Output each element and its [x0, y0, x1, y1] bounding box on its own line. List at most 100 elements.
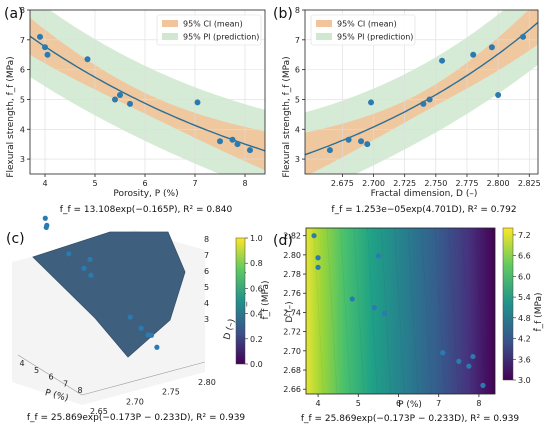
- panel-a-data-point: [247, 147, 253, 154]
- panel-c-xtick-label: 7: [63, 379, 68, 388]
- panel-b-legend-pi-swatch: [316, 33, 332, 40]
- panel-a-chart: Flexural strength, f_f (MPa) Porosity, P…: [6, 6, 266, 215]
- panel-c-surface: [32, 231, 186, 358]
- panel-a-data-point: [44, 51, 51, 58]
- panel-a-xlabel: Porosity, P (%): [113, 189, 178, 199]
- panel-b-data-point: [495, 91, 502, 98]
- panel-d-ytick-label: 2.66: [283, 385, 301, 394]
- panel-a-xtick-label: 8: [242, 179, 247, 188]
- panel-a-data-point: [217, 138, 223, 145]
- panel-b-data-point: [420, 100, 427, 107]
- panel-a-legend-pi-label: 95% PI (prediction): [183, 33, 259, 42]
- panel-d-colorbar-tick-label: 5.4: [518, 293, 531, 302]
- panel-d-data-point: [311, 233, 317, 239]
- panel-d-data-point: [315, 264, 321, 270]
- panel-c-data-point: [42, 215, 48, 221]
- panel-a-ci-band: [30, 17, 265, 171]
- panel-d-ytick-label: 2.78: [283, 270, 301, 279]
- panel-c-ylabel: D (–): [222, 318, 237, 341]
- panel-a-legend-ci-label: 95% CI (mean): [183, 20, 243, 29]
- panel-b-ytick-label: 5: [295, 95, 300, 104]
- panel-c-colorbar: [235, 237, 246, 365]
- panel-d-colorbar-tick-label: 3.6: [518, 355, 531, 364]
- panel-b-data-point: [358, 138, 365, 145]
- panel-c-data-point: [138, 325, 144, 331]
- panel-d-data-point: [480, 382, 486, 388]
- panel-b-ytick-label: 6: [295, 66, 300, 75]
- panel-d-colorbar: [502, 227, 514, 381]
- panel-b-xtick-label: 2.750: [424, 179, 447, 188]
- panel-c-colorbar-tick-label: 0.4: [250, 310, 263, 319]
- panel-c-data-point: [43, 224, 49, 231]
- panel-b-data-point: [520, 33, 527, 40]
- panel-c-ztick-label: 5: [204, 283, 209, 292]
- panel-d-data-point: [371, 305, 377, 311]
- panel-d-xtick-label: 4: [316, 399, 321, 408]
- panel-a-equation: f_f = 13.108exp(−0.165P), R² = 0.840: [60, 205, 233, 215]
- panel-d-contour: [407, 227, 419, 395]
- panel-c-data-point: [66, 251, 72, 257]
- panel-a-data-point: [234, 141, 241, 148]
- panel-a-frame: [29, 9, 266, 175]
- panel-d-colorbar-tick-label: 4.8: [518, 314, 531, 323]
- panel-a-legend-pi-swatch: [162, 33, 178, 40]
- panel-a-data-point: [84, 56, 91, 63]
- panel-b-xtick-label: 2.675: [331, 179, 354, 188]
- panel-b-data-point: [364, 141, 371, 148]
- panel-d-ytick-label: 2.74: [283, 308, 301, 317]
- panel-c-colorbar-tick-label: 0.2: [250, 335, 263, 344]
- panel-c-ztick-label: 4: [204, 299, 209, 308]
- panel-d-data-point: [456, 358, 462, 364]
- panel-d-contour: [353, 227, 365, 395]
- panel-b-data-point: [426, 96, 433, 103]
- panel-d-heatmap: D (–) P (%) f_f = 25.869exp(−0.173P − 0.…: [283, 227, 544, 424]
- panel-d-colorbar-tick-label: 4.2: [518, 335, 531, 344]
- panel-a-xtick-label: 6: [142, 179, 147, 188]
- panel-d-colorbar-tick-label: 6.6: [518, 252, 531, 261]
- panel-b-ci-band: [305, 10, 538, 174]
- panel-d-data-point: [349, 296, 355, 302]
- panel-d-contour: [394, 227, 405, 395]
- panel-a-xtick-label: 4: [42, 179, 47, 188]
- panel-a-data-point: [229, 136, 236, 143]
- panel-d-frame: [305, 227, 496, 395]
- panel-b-xtick-label: 2.775: [456, 179, 479, 188]
- panel-d-data-point: [315, 255, 321, 261]
- panel-a-data-point: [112, 96, 118, 103]
- panel-c-data-point: [127, 314, 133, 320]
- panel-d-xtick-label: 8: [476, 399, 481, 408]
- panel-c-xtick-label: 8: [77, 386, 82, 395]
- panel-a-data-point: [127, 100, 133, 107]
- panel-d-contour: [434, 227, 446, 395]
- panel-c-y-axis-line: [81, 361, 206, 396]
- panel-c-ztick-label: 7: [204, 251, 209, 260]
- panel-d-xtick-label: 7: [436, 399, 441, 408]
- panel-c-ztick-label: 3: [204, 315, 209, 324]
- panel-a-legend: [156, 14, 262, 46]
- panel-a-data-point: [194, 99, 201, 106]
- panel-b-ytick-label: 8: [295, 6, 300, 15]
- panel-b-legend-ci-label: 95% CI (mean): [337, 20, 397, 29]
- panel-d-colorbar-tick-label: 7.2: [518, 231, 531, 240]
- panel-d-contour: [448, 227, 459, 395]
- panel-d-xlabel: P (%): [398, 400, 422, 410]
- panel-c-ztick-label: 8: [204, 235, 209, 244]
- panel-a-ytick-label: 3: [20, 155, 25, 164]
- panel-c-data-point: [87, 256, 93, 262]
- panel-b-xtick-label: 2.800: [487, 179, 510, 188]
- panel-c-ytick-label: 2.70: [126, 397, 144, 406]
- panel-a-ytick-label: 8: [20, 6, 25, 15]
- panel-a-xtick-label: 7: [192, 179, 197, 188]
- panel-c-data-point: [154, 344, 160, 350]
- panel-d-ytick-label: 2.76: [283, 289, 301, 298]
- panel-b-ytick-label: 7: [295, 36, 300, 45]
- panel-d-data-point: [381, 310, 388, 316]
- panel-c-x-axis-line: [17, 354, 83, 396]
- panel-a-fit-line: [29, 35, 266, 152]
- panel-a-data-point: [117, 91, 123, 98]
- panel-c-ytick-label: 2.80: [198, 378, 216, 387]
- panel-b-ytick-label: 4: [295, 125, 300, 134]
- panel-c-colorbar-tick-label: 0.6: [250, 284, 263, 293]
- panel-d-equation: f_f = 25.869exp(−0.173P − 0.233D), R² = …: [301, 414, 520, 424]
